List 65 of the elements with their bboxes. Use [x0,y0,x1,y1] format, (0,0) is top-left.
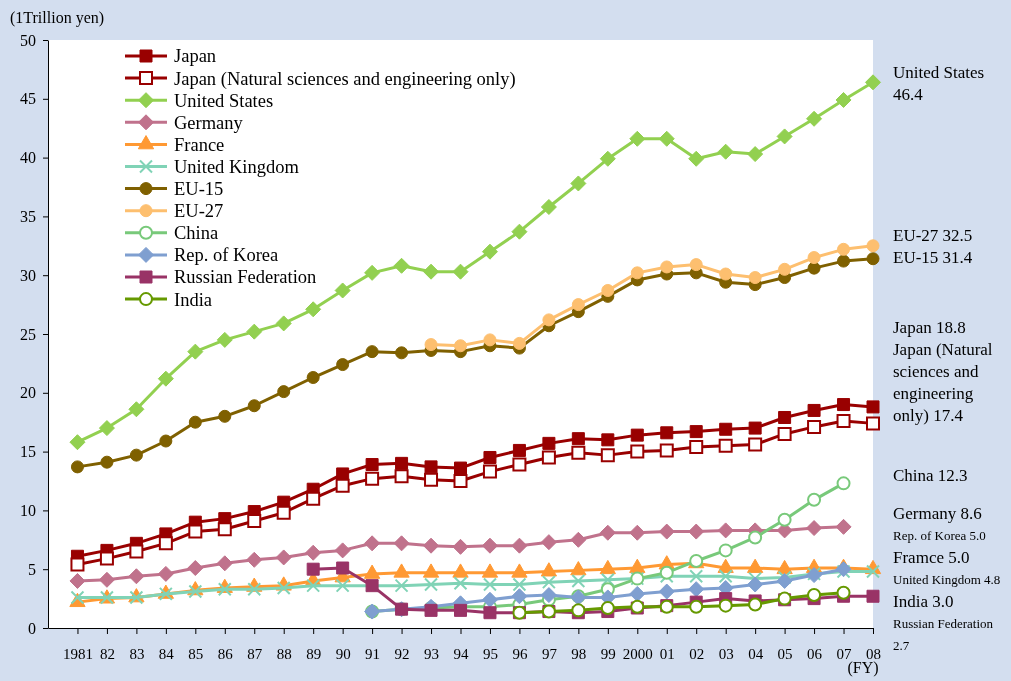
x-axis-title: (FY) [847,659,879,677]
x-tick-label: 03 [718,645,734,662]
legend-label: France [174,134,225,155]
legend-label: Japan (Natural sciences and engineering only) [174,68,516,90]
x-tick-label: 1981 [62,645,93,662]
text: United States 46.4 [893,62,985,104]
text: United Kingdom 4.8 [893,571,1001,587]
y-tick-label: 35 [20,208,36,226]
y-tick-label: 0 [28,619,36,637]
y-tick-label: 45 [20,90,36,108]
text: EU-27 32.5 [893,225,973,245]
legend-label: Rep. of Korea [174,245,279,266]
y-tick-label: 40 [20,149,36,167]
x-tick-label: 99 [600,645,616,662]
text: Japan 18.8 [893,317,966,337]
x-tick-label: 82 [99,645,115,662]
x-tick-label: 92 [394,645,410,662]
x-tick-label: 84 [158,645,175,662]
y-axis-title: (1Trillion yen) [10,9,105,27]
x-tick-label: 2000 [622,645,653,662]
legend-label: EU-27 [174,201,224,222]
text: China 12.3 [893,465,968,485]
x-tick-label: 98 [571,645,587,662]
x-tick-label: 90 [335,645,351,662]
x-tick-label: 96 [512,645,528,662]
legend-label: Russian Federation [174,267,317,288]
text: Rep. of Korea 5.0 [893,527,986,543]
y-tick-label: 5 [28,560,36,578]
x-tick-label: 87 [247,645,263,662]
x-tick-label: 86 [217,645,234,662]
x-tick-label: 07 [836,645,853,662]
x-tick-label: 05 [777,645,793,662]
y-tick-label: 25 [20,325,36,343]
legend-label: Germany [174,112,244,133]
legend-label: China [174,223,219,244]
legend-label: United Kingdom [174,156,300,177]
x-tick-label: 91 [365,645,381,662]
text: Japan (Natural sciences and engineering only) 17.4 [893,339,993,425]
text: Germany 8.6 [893,503,982,523]
x-tick-label: 89 [306,645,322,662]
y-tick-label: 20 [20,384,36,402]
x-tick-label: 83 [129,645,145,662]
text: India 3.0 [893,591,954,611]
legend-label: Japan [174,46,217,67]
text: Russian Federation 2.7 [893,615,994,653]
legend-label: India [174,289,213,310]
x-tick-label: 06 [807,645,823,662]
x-tick-label: 95 [482,645,498,662]
y-tick-label: 50 [20,31,36,49]
text: EU-15 31.4 [893,247,973,267]
x-tick-label: 97 [541,645,558,662]
y-tick-label: 10 [20,502,36,520]
x-tick-label: 85 [188,645,204,662]
x-tick-label: 93 [424,645,440,662]
text: Framce 5.0 [893,547,970,567]
x-tick-label: 01 [659,645,675,662]
legend-label: EU-15 [174,179,224,200]
x-tick-label: 88 [276,645,292,662]
x-tick-label: 02 [689,645,705,662]
y-tick-label: 30 [20,266,36,284]
y-tick-label: 15 [20,443,36,461]
legend-label: United States [174,90,274,111]
x-tick-label: 04 [748,645,764,662]
x-tick-label: 94 [453,645,469,662]
x-tick-label: 08 [866,645,881,662]
